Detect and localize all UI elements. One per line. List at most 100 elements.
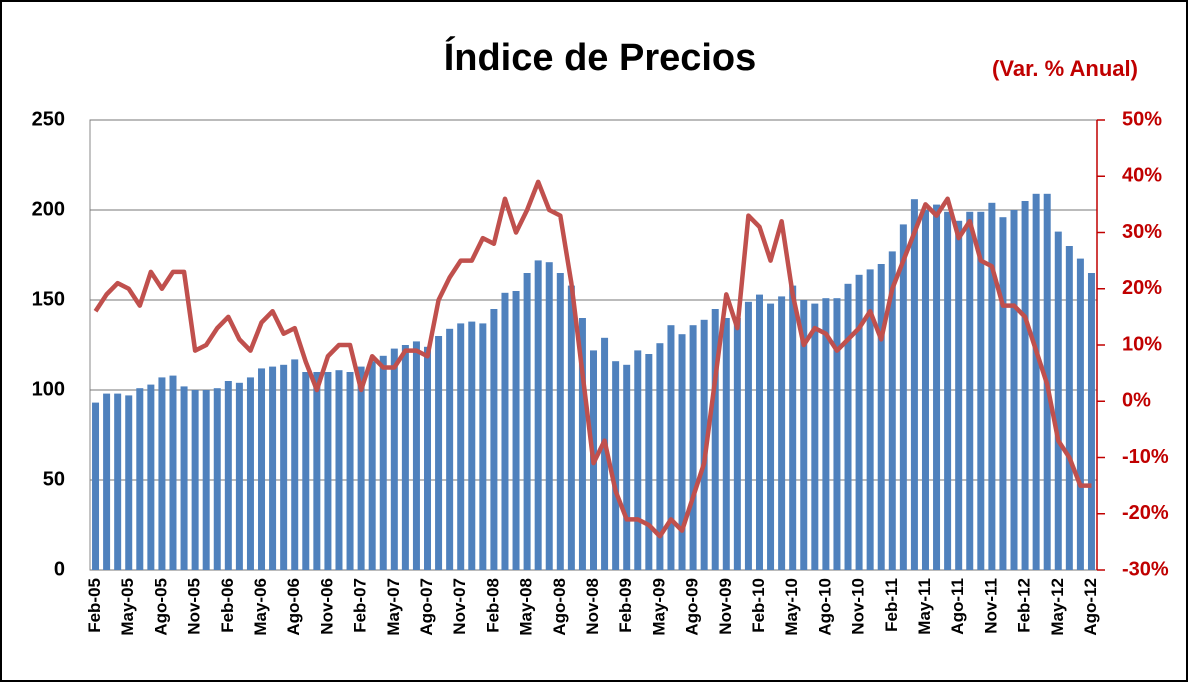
x-tick-label: Nov-10 — [849, 578, 868, 635]
bar — [822, 298, 830, 570]
x-tick-label: Feb-06 — [218, 578, 237, 633]
bar — [501, 292, 509, 570]
bar — [545, 262, 553, 570]
y2-tick-label: -10% — [1122, 446, 1169, 468]
x-tick-label: Feb-08 — [483, 578, 502, 633]
bar — [103, 393, 111, 570]
x-tick-label: Feb-12 — [1015, 578, 1034, 633]
bar — [866, 269, 874, 570]
bar — [269, 366, 277, 570]
bar — [999, 217, 1007, 570]
bar — [711, 309, 719, 570]
bar — [556, 273, 564, 570]
x-tick-label: Ago-06 — [284, 578, 303, 636]
y2-tick-label: 20% — [1122, 277, 1162, 299]
bar — [955, 220, 963, 571]
y-tick-label: 150 — [32, 288, 65, 310]
bar — [778, 296, 786, 570]
y-tick-label: 50 — [43, 468, 65, 490]
bar — [235, 382, 243, 570]
bar — [446, 328, 454, 570]
x-tick-label: Nov-05 — [185, 578, 204, 635]
bar — [457, 323, 465, 570]
bar — [855, 274, 863, 570]
x-tick-label: May-08 — [517, 578, 536, 636]
x-tick-label: Feb-10 — [749, 578, 768, 633]
bar — [833, 298, 841, 570]
y2-tick-label: -30% — [1122, 558, 1169, 580]
x-tick-label: May-09 — [649, 578, 668, 636]
y2-tick-label: 50% — [1122, 108, 1162, 130]
y2-tick-label: 10% — [1122, 333, 1162, 355]
bar — [1021, 201, 1029, 570]
x-tick-label: May-11 — [915, 578, 934, 635]
bar — [877, 264, 885, 570]
bar — [401, 345, 409, 570]
bar — [512, 291, 520, 570]
bar — [844, 283, 852, 570]
bar — [910, 199, 918, 570]
x-tick-label: Ago-12 — [1081, 578, 1100, 636]
bar — [534, 260, 542, 570]
bar — [667, 325, 675, 570]
bar — [424, 346, 432, 570]
x-tick-label: Nov-07 — [450, 578, 469, 635]
bar — [280, 364, 288, 570]
bar — [368, 361, 376, 570]
y2-tick-label: 40% — [1122, 165, 1162, 187]
bar — [744, 301, 752, 570]
bar — [623, 364, 631, 570]
bar — [435, 336, 443, 570]
x-tick-label: Ago-11 — [948, 578, 967, 635]
y-tick-label: 250 — [32, 108, 65, 130]
bar — [390, 348, 398, 570]
bar — [246, 377, 254, 570]
bar — [335, 370, 343, 570]
x-tick-label: Feb-05 — [85, 578, 104, 633]
x-tick-label: Ago-07 — [417, 578, 436, 636]
x-tick-label: Nov-11 — [981, 578, 1000, 634]
bar — [944, 211, 952, 571]
bar — [1054, 231, 1062, 570]
y2-tick-label: 30% — [1122, 221, 1162, 243]
bar — [567, 285, 575, 570]
chart-title: Índice de Precios — [444, 35, 757, 79]
x-tick-label: Nov-09 — [716, 578, 735, 635]
bar — [1087, 273, 1095, 570]
bar — [114, 393, 122, 570]
bar — [379, 355, 387, 570]
bar — [988, 202, 996, 571]
bar — [136, 388, 144, 570]
x-tick-label: Feb-09 — [616, 578, 635, 633]
bar — [789, 285, 797, 570]
bar — [158, 377, 166, 570]
bar — [722, 318, 730, 570]
bar — [755, 294, 763, 570]
x-tick-label: May-06 — [251, 578, 270, 636]
x-tick-label: Nov-08 — [583, 578, 602, 635]
x-tick-label: Feb-11 — [882, 578, 901, 632]
bar — [733, 318, 741, 570]
bar — [213, 388, 221, 570]
bar — [191, 390, 199, 570]
x-tick-label: May-12 — [1048, 578, 1067, 636]
bar — [147, 384, 155, 570]
bar — [1065, 246, 1073, 570]
bar — [634, 350, 642, 570]
bar — [313, 372, 321, 570]
bar — [468, 321, 476, 570]
bar — [92, 402, 100, 570]
bar — [966, 211, 974, 571]
line — [93, 179, 1092, 539]
bar — [921, 210, 929, 570]
bar — [899, 224, 907, 570]
bar — [346, 372, 354, 570]
bar — [1076, 258, 1084, 570]
x-tick-label: May-07 — [384, 578, 403, 636]
y2-tick-label: -20% — [1122, 502, 1169, 524]
bar — [678, 334, 686, 570]
bar — [689, 325, 697, 570]
x-tick-label: May-10 — [782, 578, 801, 636]
